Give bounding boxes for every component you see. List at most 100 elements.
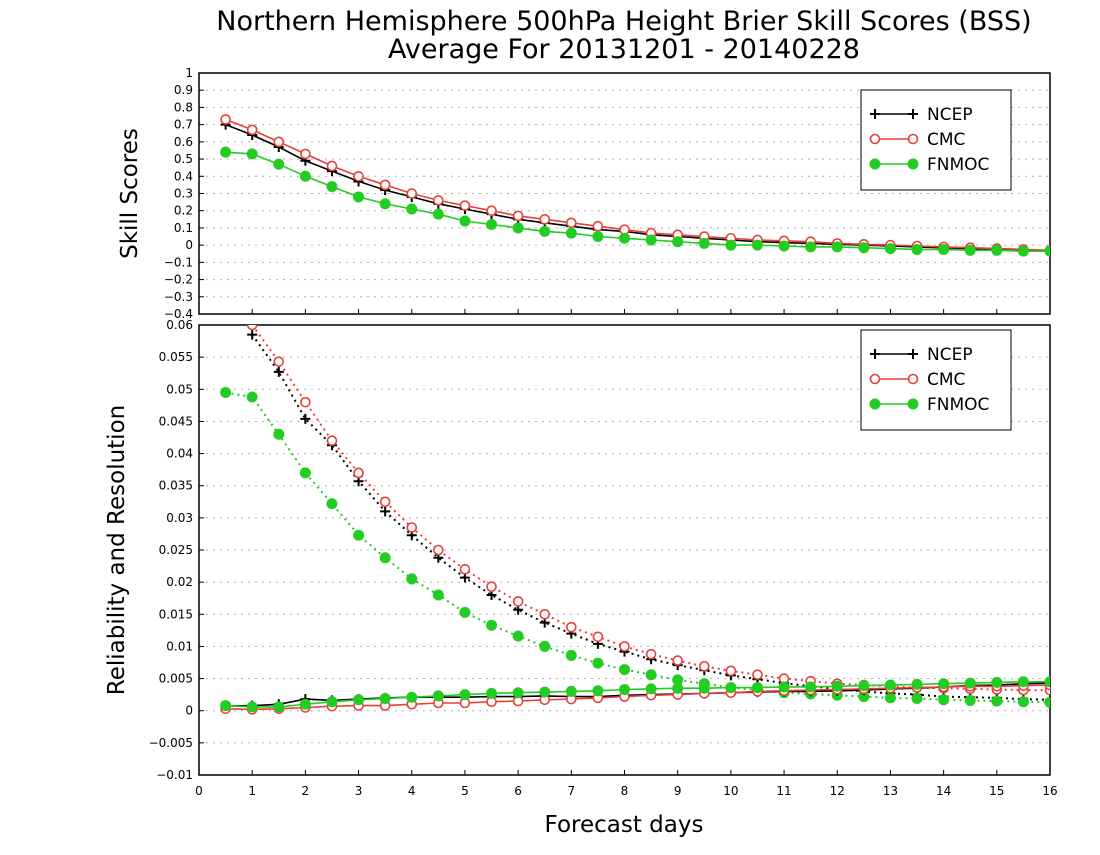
y-tick-label: 0.05	[166, 382, 193, 396]
series-fnmoc-resolution-point	[884, 692, 896, 704]
series-cmc-point	[326, 160, 338, 172]
x-tick-label: 8	[621, 784, 629, 798]
y-tick-label: 0.2	[174, 204, 193, 218]
series-fnmoc-resolution-point	[539, 640, 551, 652]
panel-frame	[198, 72, 1051, 315]
series-cmc-point	[353, 170, 364, 182]
y-tick-label: 0.04	[166, 447, 193, 461]
series-fnmoc-point	[778, 240, 790, 252]
legend-entry-fnmoc-marker	[869, 158, 881, 170]
series-fnmoc-point	[805, 241, 817, 253]
series-fnmoc-point	[379, 198, 391, 210]
series-fnmoc-reliability-point	[379, 693, 391, 704]
series-cmc-resolution-point	[645, 648, 657, 660]
x-tick-label: 11	[776, 784, 791, 798]
series-fnmoc-reliability-point	[725, 682, 737, 694]
y-tick-label: −0.2	[164, 273, 193, 287]
series-fnmoc-reliability-point	[964, 677, 976, 689]
series-fnmoc-resolution-point	[459, 606, 471, 618]
legend-entry-fnmoc-marker	[907, 398, 919, 410]
series-fnmoc-point	[299, 170, 311, 182]
series-fnmoc-point	[831, 241, 843, 253]
series-fnmoc-reliability-point	[273, 701, 285, 713]
series-ncep-resolution-point	[300, 413, 311, 424]
series-fnmoc-reliability-point	[539, 686, 551, 698]
legend-entry-ncep-label: NCEP	[927, 105, 973, 125]
chart-title: Northern Hemisphere 500hPa Height Brier …	[216, 6, 1031, 37]
panel-frame	[198, 324, 1051, 776]
series-cmc-point	[486, 205, 497, 217]
series-fnmoc-reliability-point	[672, 682, 684, 694]
series-cmc-resolution-point	[273, 356, 285, 367]
x-tick-label: 16	[1042, 784, 1057, 798]
series-fnmoc-reliability-point	[353, 694, 365, 706]
y-tick-label: 0.1	[174, 221, 193, 235]
series-cmc-point	[459, 200, 471, 211]
series-cmc-resolution-point	[459, 563, 471, 575]
y-tick-label: 0.03	[166, 511, 193, 525]
legend-entry-ncep-marker	[908, 109, 918, 119]
legend-entry-ncep-marker	[908, 349, 918, 359]
series-fnmoc-resolution-point	[246, 391, 258, 403]
series-fnmoc-point	[273, 158, 285, 170]
x-tick-label: 9	[674, 784, 682, 798]
series-fnmoc-point	[725, 239, 737, 251]
series-fnmoc-resolution-point	[619, 664, 630, 676]
y-tick-label: 0.4	[174, 169, 193, 183]
y-tick-label: 0.035	[159, 479, 193, 493]
legend-entry-cmc-label: CMC	[927, 130, 965, 150]
legend: NCEP CMC FNMOC	[860, 89, 1012, 191]
series-fnmoc-resolution-point	[592, 657, 604, 669]
series-cmc-point	[433, 195, 444, 206]
y-tick-label: 0	[185, 238, 193, 252]
y-tick-label: 0.055	[159, 350, 193, 364]
series-fnmoc-point	[432, 208, 444, 220]
x-tick-label: 7	[567, 784, 575, 798]
y-axis-label: Skill Scores	[117, 128, 143, 259]
legend-entry-fnmoc-marker	[907, 158, 919, 170]
series-cmc-resolution-point	[406, 522, 418, 533]
series-ncep-resolution-point	[273, 366, 284, 377]
series-cmc-point	[539, 214, 551, 225]
series-fnmoc-point	[698, 237, 710, 249]
series-ncep-resolution-point	[247, 329, 258, 340]
legend-entry-fnmoc-label: FNMOC	[927, 395, 989, 415]
series-fnmoc-point	[512, 222, 524, 234]
series-cmc-resolution-point	[379, 496, 391, 508]
legend-entry-cmc-marker	[907, 133, 919, 145]
series-ncep-resolution-point	[380, 506, 391, 517]
series-fnmoc-resolution-point	[565, 649, 577, 661]
series-cmc-resolution-point	[246, 325, 258, 331]
legend: NCEP CMC FNMOC	[860, 329, 1012, 431]
series-fnmoc-reliability-point	[512, 687, 524, 699]
series-cmc-resolution-point	[672, 655, 683, 666]
series-cmc-resolution-point	[725, 665, 737, 677]
x-tick-label: 4	[408, 784, 416, 798]
y-tick-label: 0.6	[174, 135, 193, 149]
series-fnmoc-reliability-point	[406, 691, 418, 703]
y-tick-label: −0.4	[164, 307, 193, 321]
y-tick-label: 0.025	[159, 543, 193, 557]
series-fnmoc-resolution-point	[1017, 696, 1029, 708]
legend-box	[860, 89, 1012, 191]
y-tick-label: 0.01	[166, 639, 193, 653]
series-fnmoc-point	[884, 243, 896, 255]
series-fnmoc-reliability-point	[220, 700, 232, 712]
series-fnmoc-reliability-point	[884, 679, 896, 691]
x-axis-label: Forecast days	[545, 812, 704, 838]
series-fnmoc-reliability-point	[698, 682, 710, 694]
y-tick-label: 0.3	[174, 187, 193, 201]
series-fnmoc-reliability-point	[246, 701, 258, 713]
series-fnmoc-reliability-point	[565, 685, 577, 697]
series-fnmoc-point	[858, 242, 870, 254]
series-fnmoc-reliability-point	[751, 682, 763, 694]
series-fnmoc-reliability-point	[592, 685, 604, 697]
series-fnmoc-point	[1017, 245, 1029, 257]
series-fnmoc-resolution-point	[326, 498, 338, 510]
y-tick-label: 0.8	[174, 100, 193, 114]
series-fnmoc-resolution-point	[645, 669, 657, 681]
legend-entry-fnmoc-label: FNMOC	[927, 155, 989, 175]
series-fnmoc-resolution-point	[486, 619, 498, 631]
series-cmc-resolution-point	[698, 661, 710, 672]
